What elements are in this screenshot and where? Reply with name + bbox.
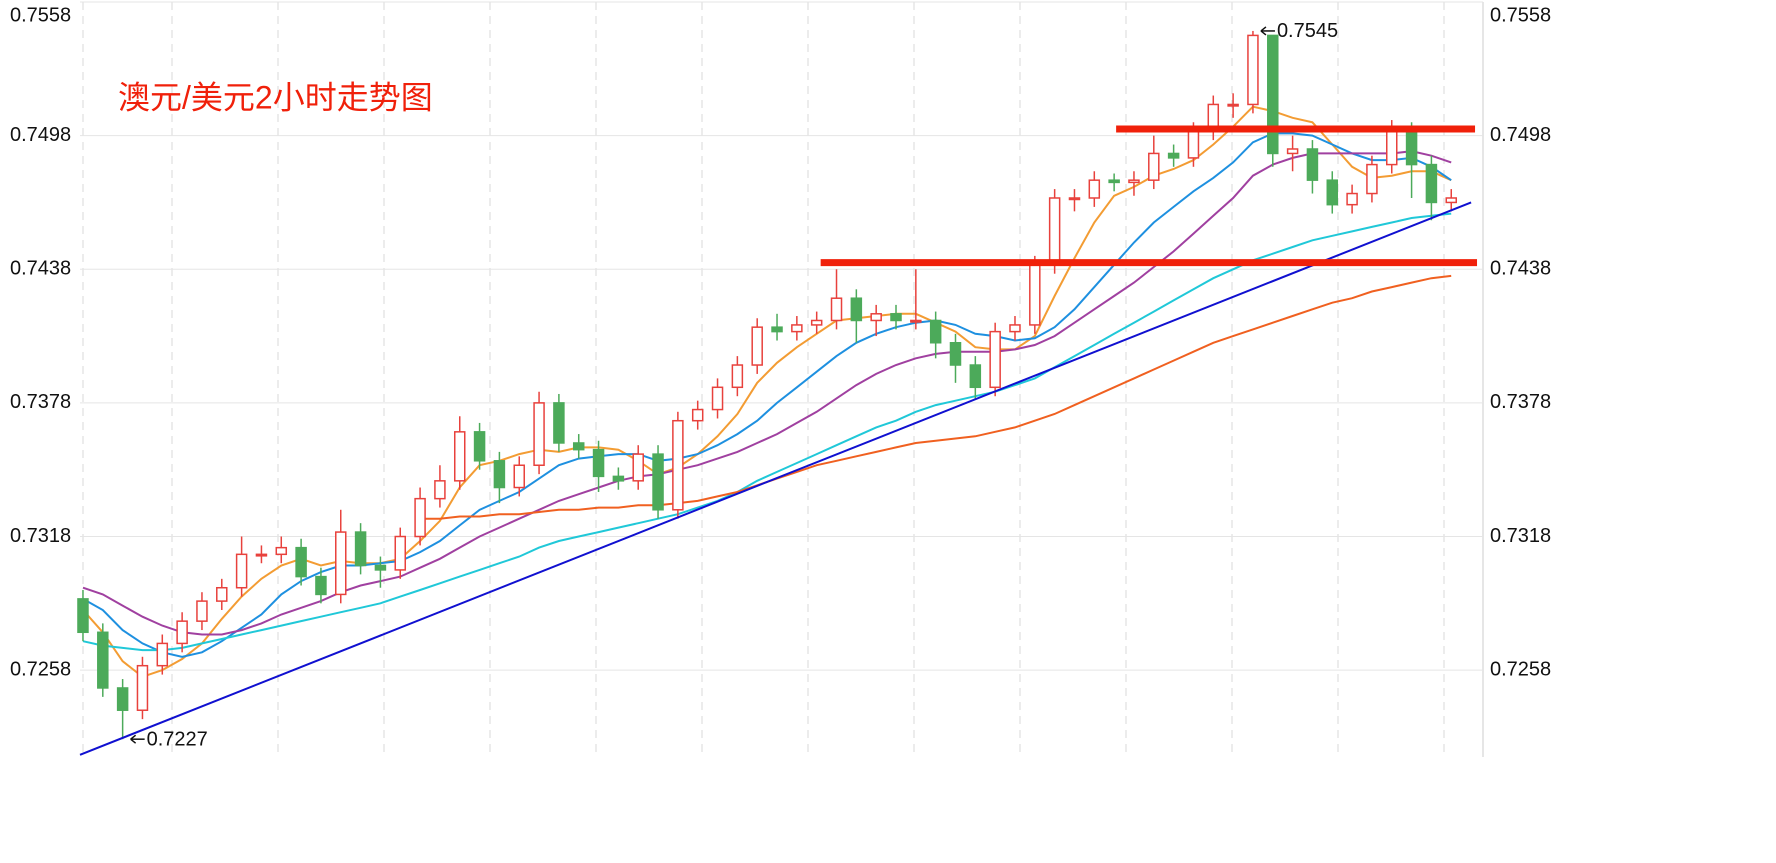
candle-body: [1068, 197, 1081, 201]
candle-body: [1405, 130, 1418, 166]
trend-line: [79, 201, 1472, 756]
candle-body: [1227, 103, 1239, 107]
candle-body: [295, 546, 307, 578]
candle-body: [1267, 34, 1279, 155]
y-tick-label-right: 0.7438: [1490, 258, 1551, 280]
y-tick-label-left: 0.7318: [10, 525, 71, 547]
candle-body: [1108, 179, 1120, 184]
annotation-label: 0.7227: [147, 728, 208, 750]
candle-body: [1366, 163, 1378, 195]
annotation-arrowhead: [1260, 26, 1267, 36]
candle-body: [949, 342, 962, 366]
candle-body: [810, 319, 823, 326]
candle-body: [533, 402, 545, 466]
candle-body: [1306, 148, 1319, 181]
candle-body: [156, 642, 169, 667]
candle-body: [1445, 197, 1457, 204]
y-tick-label-right: 0.7558: [1490, 4, 1551, 26]
candle-body: [116, 687, 129, 711]
candle-body: [910, 319, 922, 323]
y-tick-label-right: 0.7318: [1490, 525, 1551, 547]
y-tick-label-left: 0.7378: [10, 391, 71, 413]
plot-area: [77, 26, 1478, 756]
candle-body: [612, 475, 625, 482]
candle-body: [1247, 34, 1259, 106]
candle-body: [176, 620, 188, 645]
candle-body: [691, 408, 704, 422]
annotation-label: 0.7545: [1277, 20, 1338, 42]
y-tick-label-left: 0.7498: [10, 124, 71, 146]
candle-body: [652, 453, 664, 511]
candle-body: [473, 431, 486, 462]
candle-body: [315, 575, 327, 596]
candle-body: [1167, 152, 1180, 159]
candle-body: [493, 460, 506, 489]
candle-body: [414, 497, 426, 538]
candle-body: [632, 453, 644, 482]
candle-body: [711, 386, 724, 411]
candle-body: [453, 431, 466, 482]
y-tick-label-right: 0.7258: [1490, 658, 1551, 680]
candle-body: [1425, 163, 1438, 204]
candle-body: [354, 531, 367, 567]
candle-body: [1326, 179, 1339, 206]
candle-body: [989, 330, 1001, 389]
candle-body: [672, 419, 684, 511]
candle-body: [969, 364, 982, 389]
candle-body: [929, 319, 942, 344]
annotation-arrowhead: [130, 734, 137, 744]
candle-body: [1346, 192, 1358, 206]
candle-body: [275, 546, 288, 556]
candle-body: [255, 553, 268, 557]
candle-body: [394, 535, 407, 571]
candle-body: [97, 631, 109, 689]
candle-body: [136, 664, 149, 711]
candle-body: [771, 326, 783, 333]
candle-body: [513, 464, 525, 489]
candle-body: [890, 313, 902, 322]
y-tick-label-left: 0.7258: [10, 658, 71, 680]
candle-body: [1009, 324, 1021, 333]
candle-body: [77, 598, 89, 634]
candle-body: [751, 326, 763, 366]
candle-body: [1148, 152, 1160, 181]
moving-average-line: [82, 132, 1452, 658]
candle-body: [434, 480, 446, 500]
y-tick-label-right: 0.7498: [1490, 124, 1551, 146]
candle-body: [1048, 197, 1061, 266]
candle-body: [374, 564, 387, 571]
candle-body: [791, 324, 803, 333]
moving-average-line: [82, 212, 1452, 652]
candle-body: [830, 297, 843, 322]
candle-body: [196, 600, 208, 622]
candle-body: [592, 448, 605, 478]
candle-body: [1088, 179, 1101, 199]
candle-body: [850, 297, 863, 322]
candle-body: [870, 313, 882, 322]
moving-average-line: [420, 274, 1452, 520]
candle-body: [1286, 148, 1299, 155]
moving-average-line: [82, 150, 1452, 636]
chart-title: 澳元/美元2小时走势图: [118, 79, 433, 115]
moving-average-line: [82, 105, 1452, 678]
candle-body: [235, 553, 248, 589]
y-tick-label-left: 0.7558: [10, 4, 71, 26]
candle-body: [1386, 130, 1398, 166]
candle-body: [1029, 264, 1041, 326]
grid: [80, 1, 1483, 757]
candle-body: [553, 402, 565, 444]
y-tick-label-left: 0.7438: [10, 258, 71, 280]
candle-body: [731, 364, 744, 389]
y-tick-label-right: 0.7378: [1490, 391, 1551, 413]
candle-body: [335, 531, 347, 596]
candle-body: [572, 442, 585, 451]
candle-body: [1128, 179, 1140, 184]
candle-body: [1187, 130, 1200, 159]
candle-body: [216, 586, 228, 602]
